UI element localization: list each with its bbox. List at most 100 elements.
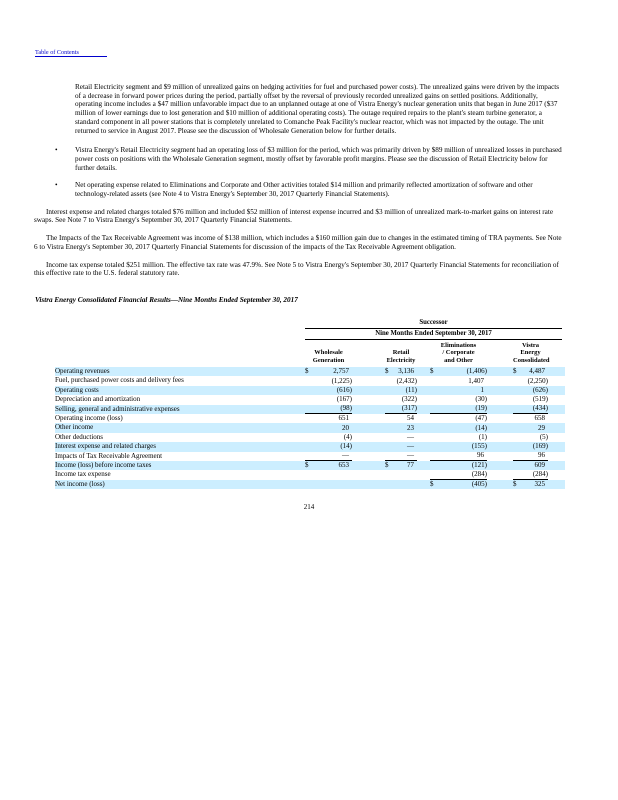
- table-cell: $653: [305, 461, 352, 470]
- bullet-item-retail-electricity: • Vistra Energy's Retail Electricity seg…: [55, 146, 565, 172]
- cell-value: (317): [401, 404, 417, 413]
- table-cell: (519): [513, 395, 548, 404]
- table-cell: 20: [305, 423, 352, 432]
- table-cell: [305, 480, 352, 489]
- table-cell: (98): [305, 404, 352, 414]
- table-row: Other income 20 23 (14) 29: [55, 423, 565, 433]
- cell-value: (519): [532, 395, 548, 404]
- cell-value: (98): [340, 404, 352, 413]
- currency-symbol: $: [385, 461, 389, 470]
- table-cell: (5): [513, 433, 548, 442]
- cell-value: (284): [532, 470, 548, 479]
- cell-value: (14): [340, 442, 352, 451]
- row-label: Income tax expense: [55, 470, 111, 479]
- column-header-retail-electricity: Retail Electricity: [386, 349, 416, 365]
- row-label: Other deductions: [55, 432, 104, 441]
- table-row: Income tax expense (284) (284): [55, 470, 565, 480]
- table-cell: $3,136: [385, 367, 417, 376]
- table-group-header-successor: Successor: [305, 319, 562, 329]
- cell-value: (155): [471, 442, 487, 451]
- row-label: Income (loss) before income taxes: [55, 460, 152, 469]
- currency-symbol: $: [430, 367, 434, 376]
- table-row: Selling, general and administrative expe…: [55, 404, 565, 414]
- cell-value: (5): [539, 432, 548, 441]
- cell-value: (1,225): [331, 376, 352, 385]
- table-cell: (155): [430, 442, 487, 451]
- cell-value: (434): [532, 404, 548, 413]
- row-label: Fuel, purchased power costs and delivery…: [55, 376, 184, 385]
- cell-value: (11): [405, 386, 417, 395]
- cell-value: 653: [338, 461, 350, 470]
- table-cell: (626): [513, 386, 548, 395]
- table-cell: $ (1,406): [430, 367, 487, 376]
- table-cell: $ (405): [430, 480, 487, 489]
- currency-symbol: $: [513, 479, 517, 488]
- cell-value: (616): [336, 386, 352, 395]
- cell-value: 29: [538, 423, 545, 432]
- cell-value: 325: [534, 479, 546, 488]
- cell-value: (405): [471, 479, 487, 488]
- table-cell: (11): [385, 386, 417, 395]
- cell-value: 20: [342, 423, 349, 432]
- table-cell: (284): [430, 470, 487, 480]
- cell-value: (2,432): [396, 376, 417, 385]
- row-label: Operating costs: [55, 385, 99, 394]
- cell-value: 96: [538, 451, 545, 460]
- paragraph-interest-expense: Interest expense and related charges tot…: [34, 207, 554, 225]
- bullet-icon: •: [55, 146, 58, 155]
- table-cell: (19): [430, 404, 487, 414]
- table-cell: (4): [305, 433, 352, 442]
- cell-value: (169): [532, 442, 548, 451]
- table-row: Fuel, purchased power costs and delivery…: [55, 376, 565, 385]
- cell-value: —: [407, 451, 414, 460]
- table-cell: (1,225): [305, 376, 352, 385]
- table-cell: 609: [513, 461, 548, 470]
- table-row: Operating income (loss) 651 54 (47) 658: [55, 414, 565, 423]
- currency-symbol: $: [513, 367, 517, 376]
- cell-value: 23: [407, 423, 414, 432]
- cell-value: (2,250): [527, 376, 548, 385]
- cell-value: 77: [407, 461, 414, 470]
- table-cell: 29: [513, 423, 548, 432]
- cell-value: 651: [338, 414, 350, 423]
- cell-value: 3,136: [398, 367, 414, 376]
- table-cell: $77: [385, 461, 417, 470]
- cell-value: 96: [477, 451, 484, 460]
- table-of-contents-link[interactable]: Table of Contents: [35, 49, 107, 57]
- table-cell: 1,407: [430, 376, 487, 385]
- bullet-text: Vistra Energy's Retail Electricity segme…: [75, 146, 562, 172]
- cell-value: (322): [401, 395, 417, 404]
- column-header-vistra-consolidated: Vistra Energy Consolidated: [513, 341, 550, 365]
- section-heading: Vistra Energy Consolidated Financial Res…: [35, 295, 298, 304]
- table-cell: [385, 470, 417, 479]
- table-row: Operating revenues $2,757 $3,136 $ (1,406) $4…: [55, 367, 565, 377]
- row-label: Operating income (loss): [55, 414, 123, 422]
- table-cell: 23: [385, 423, 417, 432]
- page-number: 214: [303, 503, 315, 512]
- table-cell: 96: [430, 451, 487, 461]
- table-cell: (121): [430, 461, 487, 470]
- bullet-text: Net operating expense related to Elimina…: [75, 181, 533, 199]
- document-header: Table of Contents: [35, 0, 618, 59]
- bullet-icon: •: [55, 181, 58, 190]
- cell-value: (284): [471, 470, 487, 479]
- financial-results-table: Successor Nine Months Ended September 30…: [55, 319, 565, 490]
- table-cell: 658: [513, 414, 548, 423]
- table-cell: (14): [430, 423, 487, 432]
- row-label: Other income: [55, 423, 94, 432]
- currency-symbol: $: [305, 367, 309, 376]
- table-cell: $4,487: [513, 367, 548, 376]
- table-cell: —: [385, 433, 417, 442]
- currency-symbol: $: [430, 479, 434, 488]
- table-cell: —: [385, 451, 417, 461]
- table-cell: (167): [305, 395, 352, 404]
- cell-value: —: [407, 432, 414, 441]
- row-label: Selling, general and administrative expe…: [55, 404, 180, 413]
- table-cell: (616): [305, 386, 352, 395]
- cell-value: 4,487: [529, 367, 545, 376]
- row-label: Operating revenues: [55, 367, 110, 376]
- table-row: Depreciation and amortization (167) (322) (…: [55, 395, 565, 404]
- currency-symbol: $: [305, 461, 309, 470]
- table-cell: —: [385, 442, 417, 451]
